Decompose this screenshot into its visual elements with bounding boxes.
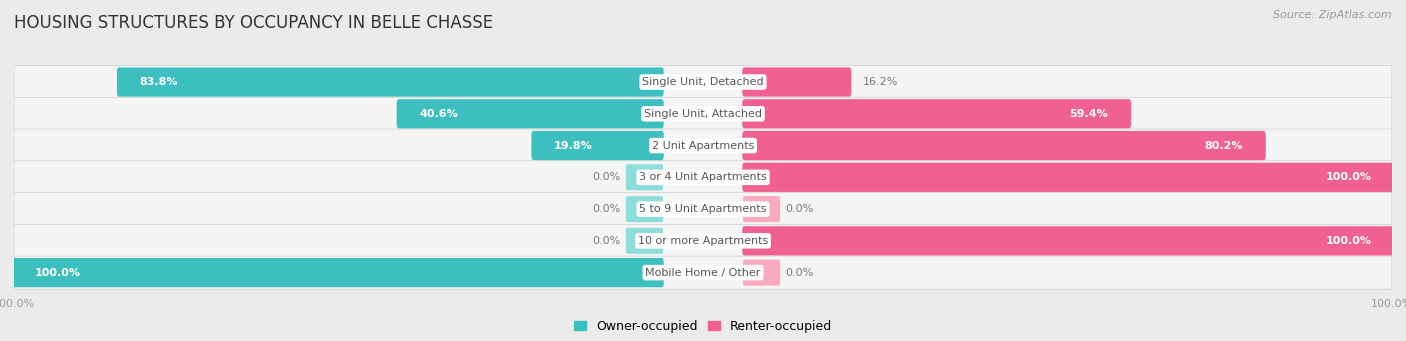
Text: 100.0%: 100.0%: [1326, 172, 1371, 182]
Text: 0.0%: 0.0%: [592, 172, 620, 182]
FancyBboxPatch shape: [14, 256, 1392, 289]
Text: 83.8%: 83.8%: [139, 77, 179, 87]
FancyBboxPatch shape: [742, 196, 780, 222]
Text: Source: ZipAtlas.com: Source: ZipAtlas.com: [1274, 10, 1392, 20]
Text: 2 Unit Apartments: 2 Unit Apartments: [652, 140, 754, 151]
Text: 100.0%: 100.0%: [1326, 236, 1371, 246]
Text: 19.8%: 19.8%: [554, 140, 593, 151]
Text: 3 or 4 Unit Apartments: 3 or 4 Unit Apartments: [640, 172, 766, 182]
FancyBboxPatch shape: [742, 99, 1130, 129]
FancyBboxPatch shape: [14, 224, 1392, 257]
Text: 80.2%: 80.2%: [1205, 140, 1243, 151]
Text: 0.0%: 0.0%: [786, 204, 814, 214]
Text: 10 or more Apartments: 10 or more Apartments: [638, 236, 768, 246]
Text: 100.0%: 100.0%: [35, 268, 80, 278]
Text: HOUSING STRUCTURES BY OCCUPANCY IN BELLE CHASSE: HOUSING STRUCTURES BY OCCUPANCY IN BELLE…: [14, 14, 494, 32]
FancyBboxPatch shape: [14, 97, 1392, 130]
Text: 0.0%: 0.0%: [592, 204, 620, 214]
FancyBboxPatch shape: [14, 65, 1392, 99]
FancyBboxPatch shape: [626, 228, 664, 254]
FancyBboxPatch shape: [626, 196, 664, 222]
Text: 40.6%: 40.6%: [419, 109, 458, 119]
FancyBboxPatch shape: [117, 68, 664, 97]
FancyBboxPatch shape: [531, 131, 664, 160]
FancyBboxPatch shape: [14, 129, 1392, 162]
Legend: Owner-occupied, Renter-occupied: Owner-occupied, Renter-occupied: [568, 315, 838, 338]
FancyBboxPatch shape: [14, 193, 1392, 226]
Text: Mobile Home / Other: Mobile Home / Other: [645, 268, 761, 278]
Text: 5 to 9 Unit Apartments: 5 to 9 Unit Apartments: [640, 204, 766, 214]
Text: Single Unit, Detached: Single Unit, Detached: [643, 77, 763, 87]
FancyBboxPatch shape: [14, 161, 1392, 194]
Text: 59.4%: 59.4%: [1070, 109, 1108, 119]
Text: Single Unit, Attached: Single Unit, Attached: [644, 109, 762, 119]
FancyBboxPatch shape: [742, 226, 1393, 255]
FancyBboxPatch shape: [396, 99, 664, 129]
FancyBboxPatch shape: [626, 164, 664, 190]
Text: 16.2%: 16.2%: [863, 77, 898, 87]
FancyBboxPatch shape: [742, 68, 851, 97]
Text: 0.0%: 0.0%: [592, 236, 620, 246]
FancyBboxPatch shape: [13, 258, 664, 287]
FancyBboxPatch shape: [742, 131, 1265, 160]
Text: 0.0%: 0.0%: [786, 268, 814, 278]
FancyBboxPatch shape: [742, 163, 1393, 192]
FancyBboxPatch shape: [742, 260, 780, 286]
